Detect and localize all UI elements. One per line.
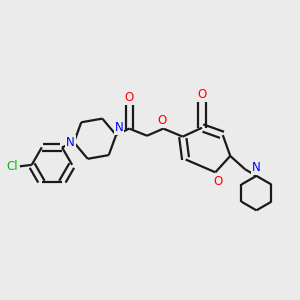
Text: N: N [66, 136, 75, 149]
Text: N: N [252, 161, 261, 174]
Text: Cl: Cl [7, 160, 18, 173]
Text: N: N [115, 121, 123, 134]
Text: O: O [124, 91, 134, 103]
Text: O: O [157, 114, 167, 127]
Text: O: O [213, 175, 222, 188]
Text: O: O [197, 88, 207, 100]
